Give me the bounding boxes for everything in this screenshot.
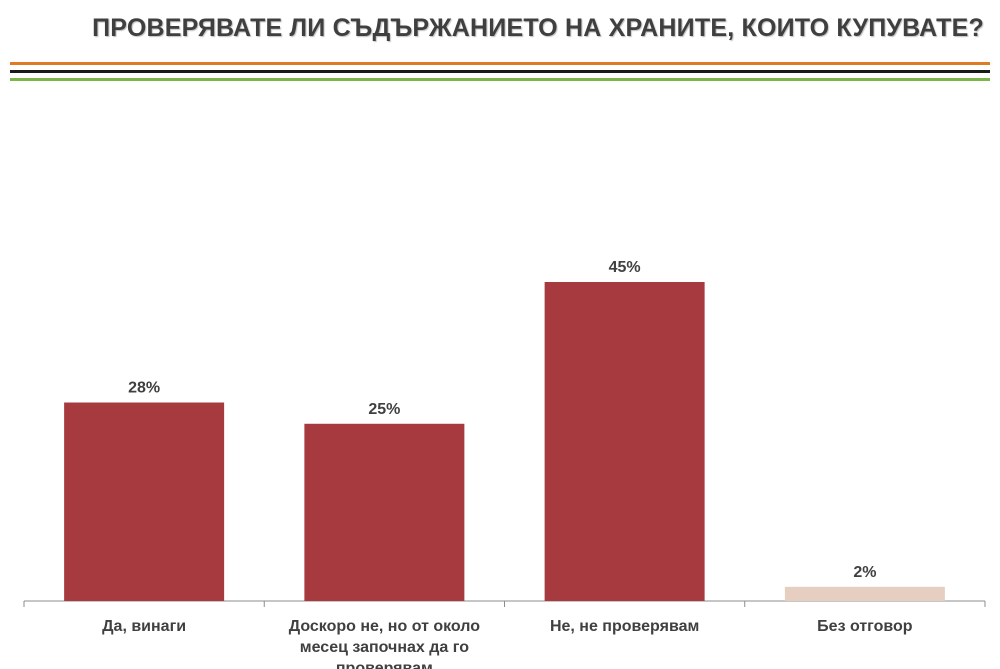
category-label: Не, не проверявам (550, 618, 699, 635)
bar (304, 423, 465, 601)
category-label: Без отговор (817, 618, 913, 635)
category-label: Доскоро не, но от около (289, 618, 481, 635)
header-rule-green (10, 78, 990, 81)
data-label: 25% (368, 401, 400, 418)
category-label: Да, винаги (102, 618, 186, 635)
header-rule-black (10, 70, 990, 73)
data-label: 45% (609, 259, 641, 276)
bar (784, 586, 945, 601)
bar (64, 402, 225, 601)
bar (544, 282, 705, 601)
data-label: 2% (853, 564, 876, 581)
data-label: 28% (128, 380, 160, 397)
category-label: проверявам (336, 660, 433, 669)
category-label: месец започнах да го (300, 639, 469, 656)
chart-title: ПРОВЕРЯВАТЕ ЛИ СЪДЪРЖАНИЕТО НА ХРАНИТЕ, … (92, 14, 984, 42)
header-rule-orange (10, 62, 990, 65)
